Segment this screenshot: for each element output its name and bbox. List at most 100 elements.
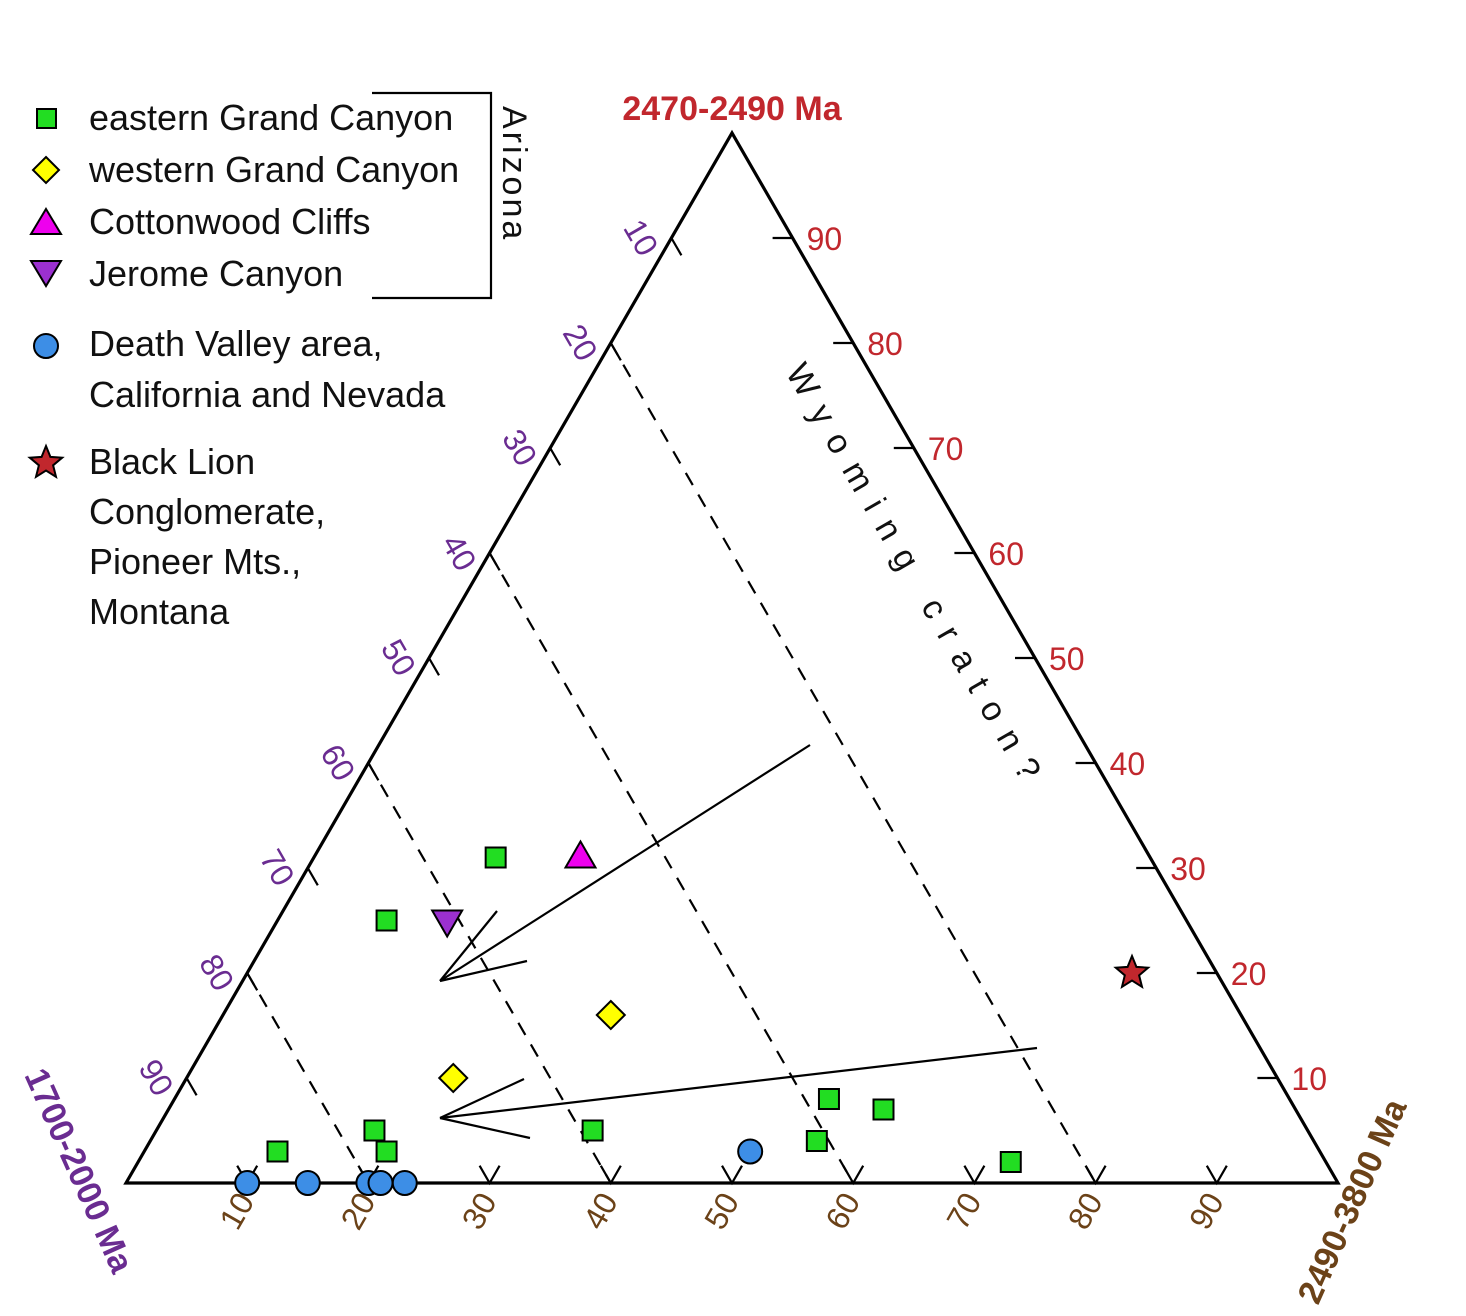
tick-label-right: 90 xyxy=(807,221,843,257)
legend-label-western-grand-canyon: western Grand Canyon xyxy=(88,149,459,190)
tick-bottom xyxy=(599,1165,622,1186)
tick-right xyxy=(1257,1060,1280,1080)
arrow-upper-shaft xyxy=(439,744,811,982)
tick-label-left: 20 xyxy=(556,318,605,367)
tick-left xyxy=(670,220,683,256)
tick-left xyxy=(609,325,622,361)
point-circle xyxy=(294,1170,321,1196)
tick-label-left: 80 xyxy=(192,948,241,997)
tick-label-right: 30 xyxy=(1170,851,1206,887)
point-square xyxy=(581,1119,604,1142)
legend-label-jerome-canyon: Jerome Canyon xyxy=(89,253,343,294)
arrow-lower-head-b xyxy=(439,1116,531,1140)
corner-label-top: 2470-2490 Ma xyxy=(622,90,842,128)
grid-line xyxy=(367,762,612,1184)
legend-marker-triangle-up xyxy=(29,207,63,235)
point-square xyxy=(363,1119,386,1142)
tick-bottom xyxy=(1205,1165,1228,1186)
tick-left xyxy=(488,535,501,571)
legend: eastern Grand Canyon western Grand Canyo… xyxy=(27,97,459,632)
tick-label-bottom: 90 xyxy=(1182,1187,1231,1236)
tick-bottom xyxy=(478,1165,501,1186)
legend-label-black-lion-1: Black Lion xyxy=(89,441,255,482)
point-square xyxy=(817,1088,840,1110)
point-circle xyxy=(391,1170,418,1196)
tick-label-bottom: 30 xyxy=(455,1187,504,1236)
tick-label-bottom: 60 xyxy=(818,1187,867,1236)
tick-left xyxy=(306,850,319,886)
grid-line xyxy=(609,342,1097,1184)
point-square xyxy=(872,1098,895,1121)
tick-label-right: 70 xyxy=(928,431,964,467)
arrow-lower-head-a xyxy=(439,1078,525,1119)
point-square xyxy=(375,909,398,932)
tick-label-left: 30 xyxy=(495,423,544,472)
grid-line xyxy=(246,972,370,1184)
legend-label-black-lion-3: Pioneer Mts., xyxy=(89,541,301,582)
point-circle xyxy=(234,1170,261,1196)
point-circle xyxy=(367,1170,394,1196)
point-diamond xyxy=(595,999,627,1031)
tick-label-right: 80 xyxy=(867,326,903,362)
tick-left xyxy=(427,640,440,676)
tick-label-bottom: 50 xyxy=(697,1187,746,1236)
tick-label-bottom: 40 xyxy=(576,1187,625,1236)
point-triangle-up xyxy=(563,839,598,869)
tick-label-right: 60 xyxy=(988,536,1024,572)
tick-label-left: 40 xyxy=(435,528,484,577)
dashed-grid xyxy=(246,342,1097,1184)
tick-left xyxy=(185,1060,198,1096)
tick-label-right: 40 xyxy=(1110,746,1146,782)
tick-right xyxy=(772,220,795,240)
tick-label-bottom: 80 xyxy=(1061,1187,1110,1236)
tick-left xyxy=(548,430,562,466)
point-square xyxy=(375,1140,398,1163)
tick-left xyxy=(245,955,259,991)
tick-label-right: 20 xyxy=(1231,956,1267,992)
arrow-upper-head-b xyxy=(439,959,528,983)
arizona-label: Arizona xyxy=(495,106,533,242)
legend-label-black-lion-4: Montana xyxy=(89,591,230,632)
tick-bottom xyxy=(963,1165,986,1186)
grid-line xyxy=(488,552,855,1184)
tick-bottom xyxy=(842,1165,865,1186)
tick-label-right: 50 xyxy=(1049,641,1085,677)
tick-bottom xyxy=(1084,1165,1107,1186)
tick-label-right: 10 xyxy=(1291,1061,1327,1097)
arrow-lower-shaft xyxy=(439,1046,1038,1120)
tick-left xyxy=(367,745,380,781)
point-square xyxy=(484,846,507,869)
arrow-upper-head-a xyxy=(439,910,498,982)
tick-right xyxy=(1015,640,1037,660)
arizona-bracket xyxy=(372,91,493,300)
point-square xyxy=(999,1151,1022,1173)
legend-marker-diamond xyxy=(31,155,61,185)
tick-label-left: 50 xyxy=(374,633,423,682)
point-square xyxy=(805,1130,828,1152)
point-star xyxy=(1113,953,1151,989)
tick-label-left: 90 xyxy=(132,1053,181,1102)
tick-right xyxy=(1136,850,1159,870)
tick-bottom xyxy=(721,1165,743,1186)
legend-marker-triangle-down xyxy=(29,260,63,288)
legend-label-cottonwood-cliffs: Cottonwood Cliffs xyxy=(89,201,370,242)
corner-label-right: 2490-3800 Ma xyxy=(1291,1092,1415,1309)
point-square xyxy=(266,1140,289,1163)
legend-label-black-lion-2: Conglomerate, xyxy=(89,491,325,532)
legend-marker-circle xyxy=(33,333,59,359)
legend-label-death-valley-1: Death Valley area, xyxy=(89,323,383,364)
legend-label-eastern-grand-canyon: eastern Grand Canyon xyxy=(89,97,453,138)
annotation-arrows xyxy=(439,744,1038,1140)
wyoming-craton-annotation: Wyoming craton? xyxy=(778,357,1056,800)
tick-label-left: 60 xyxy=(313,738,362,787)
tick-right xyxy=(833,325,856,345)
tick-right xyxy=(1075,745,1098,765)
tick-label-left: 10 xyxy=(616,213,665,262)
point-triangle-down xyxy=(430,909,464,939)
point-circle xyxy=(737,1138,764,1165)
tick-right xyxy=(1196,955,1219,975)
legend-marker-square xyxy=(36,108,57,129)
tick-label-left: 70 xyxy=(253,843,302,892)
tick-label-bottom: 70 xyxy=(939,1187,988,1236)
